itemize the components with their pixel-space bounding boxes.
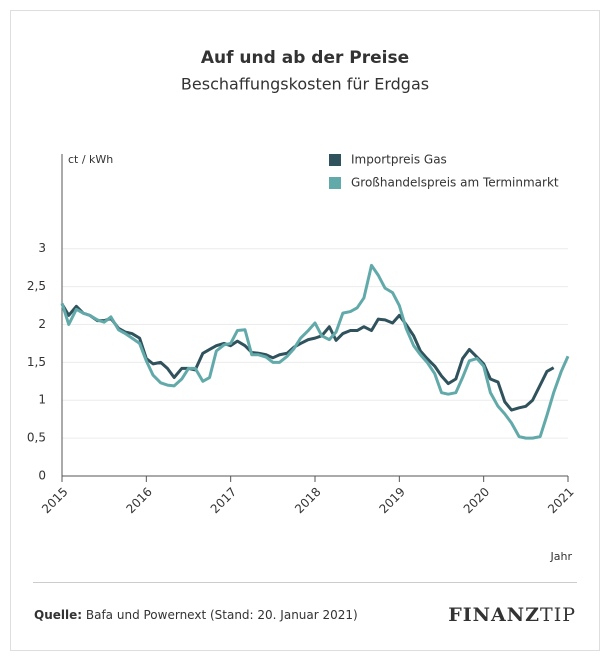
y-tick-label: 3 xyxy=(38,241,46,255)
y-axis-label: ct / kWh xyxy=(68,153,113,166)
legend-label: Importpreis Gas xyxy=(351,153,447,167)
logo: FINANZTIP xyxy=(448,604,576,626)
y-tick-label: 0,5 xyxy=(27,431,46,445)
logo-part: FINANZ xyxy=(448,604,540,626)
source: Quelle: Bafa und Powernext (Stand: 20. J… xyxy=(34,608,358,622)
y-tick-label: 1 xyxy=(38,393,46,407)
y-tick-label: 1,5 xyxy=(27,355,46,369)
x-tick-label: 2015 xyxy=(39,485,70,516)
x-tick-label: 2019 xyxy=(376,485,407,516)
source-label: Quelle: xyxy=(34,608,82,622)
logo-part: TIP xyxy=(540,604,576,626)
legend-label: Großhandelspreis am Terminmarkt xyxy=(351,176,559,190)
x-tick-label: 2016 xyxy=(123,485,154,516)
frame xyxy=(10,10,600,651)
x-tick-label: 2021 xyxy=(545,485,576,516)
y-tick-label: 2,5 xyxy=(27,279,46,293)
chart-title: Auf und ab der Preise xyxy=(201,48,409,68)
legend-swatch xyxy=(329,154,341,166)
x-tick-label: 2017 xyxy=(208,485,239,516)
x-tick-label: 2020 xyxy=(461,485,492,516)
series-line xyxy=(60,263,570,440)
x-axis-label: Jahr xyxy=(550,550,573,563)
series-line xyxy=(60,303,555,412)
source-text: Bafa und Powernext (Stand: 20. Januar 20… xyxy=(86,608,358,622)
y-tick-label: 2 xyxy=(38,317,46,331)
y-tick-label: 0 xyxy=(38,469,46,483)
legend-swatch xyxy=(329,177,341,189)
x-tick-label: 2018 xyxy=(292,485,323,516)
chart-subtitle: Beschaffungskosten für Erdgas xyxy=(181,75,429,94)
